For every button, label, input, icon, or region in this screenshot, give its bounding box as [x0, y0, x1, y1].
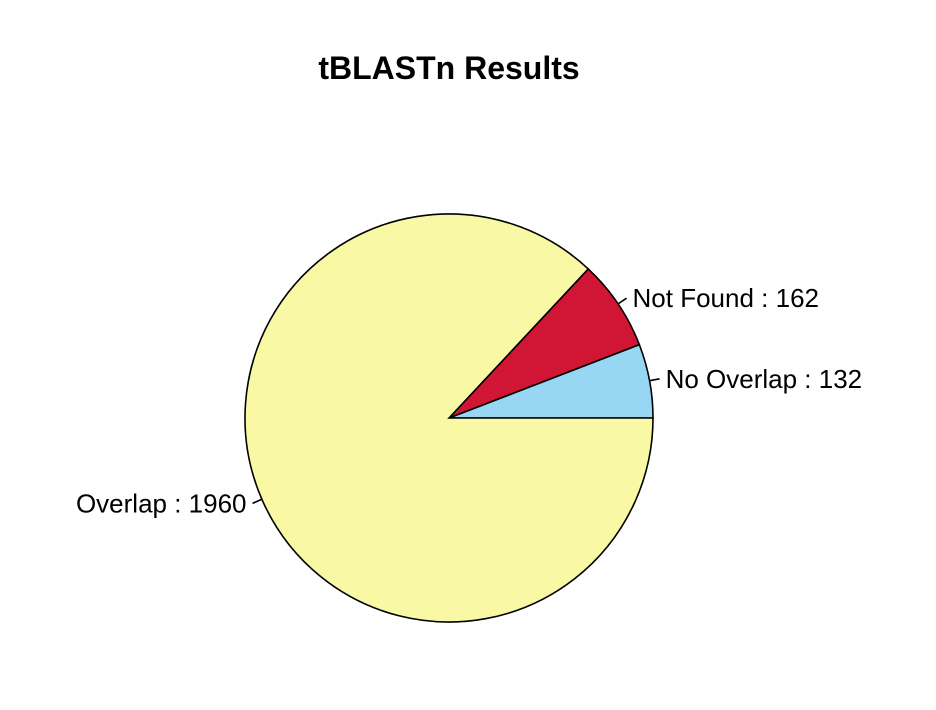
- chart-title: tBLASTn Results: [318, 50, 579, 86]
- leader-line-no-overlap: [649, 378, 660, 382]
- slice-label-overlap: Overlap : 1960: [76, 488, 247, 518]
- leader-line-overlap: [252, 498, 263, 505]
- leader-line-not-found: [617, 297, 627, 305]
- slice-label-no-overlap: No Overlap : 132: [666, 364, 863, 394]
- pie-slices: [244, 213, 654, 623]
- pie-labels: No Overlap : 132 Not Found : 162 Overlap :…: [76, 283, 862, 518]
- slice-label-not-found: Not Found : 162: [633, 283, 819, 313]
